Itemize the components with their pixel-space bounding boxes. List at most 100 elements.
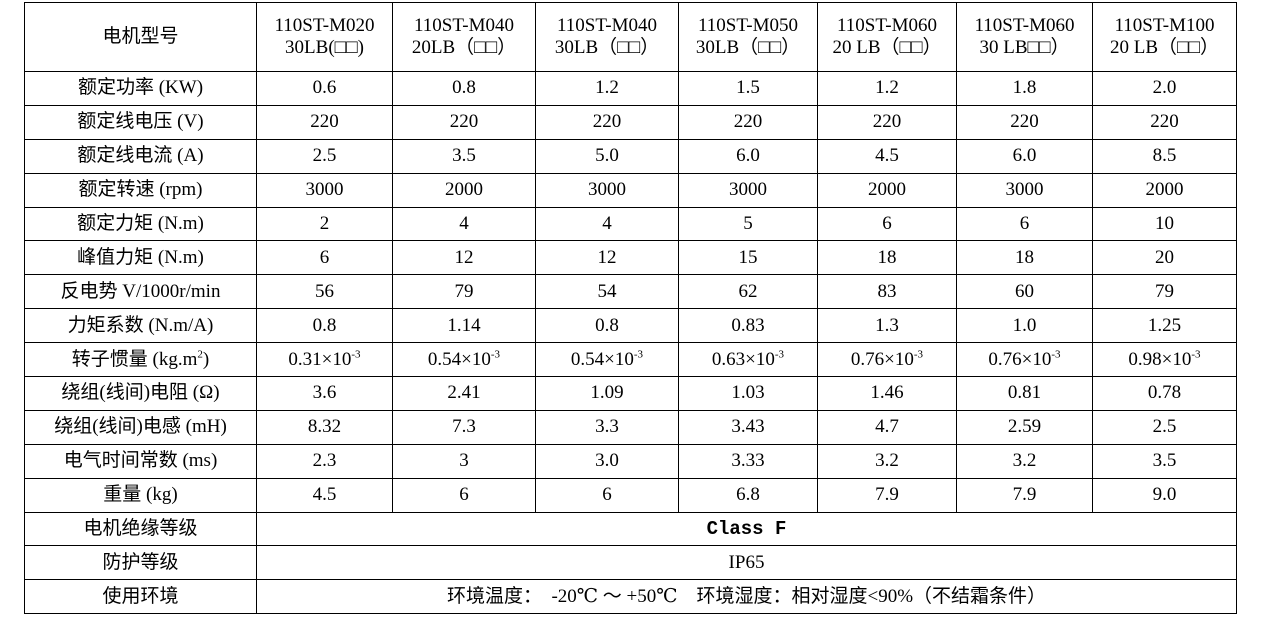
cell: 60: [956, 274, 1093, 310]
spec-row: 绕组(线间)电阻 (Ω) 3.6 2.41 1.09 1.03 1.46 0.81 0.78: [24, 376, 1237, 411]
merged-cell: 环境温度： -20℃ ～ +50℃ 环境湿度：相对湿度<90%（不结霜条件）: [256, 579, 1237, 615]
cell: 6.0: [956, 138, 1093, 174]
cell: 62: [678, 274, 818, 310]
cell: 5: [678, 206, 818, 242]
cell: 18: [956, 240, 1093, 276]
cell: 1.03: [678, 376, 818, 411]
row-label: 额定线电压 (V): [24, 104, 257, 140]
cell: 6: [392, 477, 536, 513]
cell-text: 0.31×10: [288, 348, 352, 370]
cell: 2.59: [956, 409, 1093, 445]
cell-text: 0.76×10: [988, 348, 1052, 370]
cell-text: ): [202, 348, 210, 370]
model-line: 30LB（□□）: [695, 37, 801, 58]
superscript: 2: [197, 348, 203, 361]
cell: 20: [1092, 240, 1237, 276]
cell: 12: [535, 240, 679, 276]
cell: 8.5: [1092, 138, 1237, 174]
row-label: 绕组(线间)电阻 (Ω): [24, 376, 257, 411]
cell: 3.43: [678, 409, 818, 445]
spec-row: 额定转速 (rpm) 3000 2000 3000 3000 2000 3000 2000: [24, 172, 1237, 208]
cell: 0.83: [678, 308, 818, 344]
cell: 3.0: [535, 443, 679, 479]
cell: 12: [392, 240, 536, 276]
merged-cell: Class F: [256, 511, 1237, 547]
model-line: 110ST-M100: [1114, 15, 1215, 36]
cell: 9.0: [1092, 477, 1237, 513]
spec-row: 重量 (kg) 4.5 6 6 6.8 7.9 7.9 9.0: [24, 477, 1237, 513]
cell: 1.5: [678, 71, 818, 106]
cell: 5.0: [535, 138, 679, 174]
model-header: 110ST-M050 30LB（□□）: [678, 2, 818, 72]
model-line: 110ST-M060: [974, 15, 1075, 36]
cell-text: 0.63×10: [711, 348, 775, 370]
cell-text: 0.54×10: [427, 348, 491, 370]
cell: 0.6: [256, 71, 393, 106]
cell: 2.5: [256, 138, 393, 174]
cell-text: 0.98×10: [1128, 348, 1192, 370]
cell-text: 转子惯量 (kg.m: [71, 348, 198, 370]
cell: 0.76×10-3: [956, 342, 1093, 378]
cell: 2000: [817, 172, 957, 208]
cell: 2000: [392, 172, 536, 208]
cell: 3.3: [535, 409, 679, 445]
cell: 220: [1092, 104, 1237, 140]
cell: 2.41: [392, 376, 536, 411]
cell: 1.2: [817, 71, 957, 106]
model-line: 110ST-M040: [414, 15, 514, 36]
row-label: 峰值力矩 (N.m): [24, 240, 257, 276]
cell: 6.0: [678, 138, 818, 174]
row-label: 电机绝缘等级: [24, 511, 257, 547]
cell: 56: [256, 274, 393, 310]
cell: 4: [535, 206, 679, 242]
spec-table: 电机型号 110ST-M020 30LB(□□) 110ST-M040 20LB（□□）…: [24, 2, 1237, 615]
model-header: 110ST-M040 20LB（□□）: [392, 2, 536, 72]
spec-row: 电气时间常数 (ms) 2.3 3 3.0 3.33 3.2 3.2 3.5: [24, 443, 1237, 479]
cell: 4: [392, 206, 536, 242]
row-label: 防护等级: [24, 545, 257, 581]
spec-row: 反电势 V/1000r/min 56 79 54 62 83 60 79: [24, 274, 1237, 310]
row-label: 电气时间常数 (ms): [24, 443, 257, 479]
row-label: 反电势 V/1000r/min: [24, 274, 257, 310]
cell: 4.7: [817, 409, 957, 445]
cell: 1.25: [1092, 308, 1237, 344]
superscript: -3: [1191, 348, 1201, 361]
cell: 6.8: [678, 477, 818, 513]
cell: 2.5: [1092, 409, 1237, 445]
spec-row: 额定线电压 (V) 220 220 220 220 220 220 220: [24, 104, 1237, 140]
cell: 3.5: [1092, 443, 1237, 479]
model-line: 30LB（□□）: [554, 37, 660, 58]
row-label: 转子惯量 (kg.m2): [24, 342, 257, 378]
cell: 79: [392, 274, 536, 310]
table-body: 电机型号 110ST-M020 30LB(□□) 110ST-M040 20LB（□□）…: [24, 2, 1237, 615]
model-line: 30 LB□□）: [979, 37, 1070, 58]
cell: 3000: [256, 172, 393, 208]
cell: 3.33: [678, 443, 818, 479]
cell: 7.3: [392, 409, 536, 445]
superscript: -3: [351, 348, 361, 361]
cell-text: 0.54×10: [570, 348, 634, 370]
cell: 0.54×10-3: [535, 342, 679, 378]
cell: 3000: [956, 172, 1093, 208]
cell: 1.14: [392, 308, 536, 344]
spec-row: 额定功率 (KW) 0.6 0.8 1.2 1.5 1.2 1.8 2.0: [24, 71, 1237, 106]
spec-row: 绕组(线间)电感 (mH) 8.32 7.3 3.3 3.43 4.7 2.59 2.5: [24, 409, 1237, 445]
row-label: 额定功率 (KW): [24, 71, 257, 106]
model-line: 110ST-M040: [557, 15, 657, 36]
cell: 0.8: [392, 71, 536, 106]
model-line: 110ST-M020: [274, 15, 375, 36]
spec-row: 峰值力矩 (N.m) 6 12 12 15 18 18 20: [24, 240, 1237, 276]
spec-row: 转子惯量 (kg.m2) 0.31×10-3 0.54×10-3 0.54×10-3 0…: [24, 342, 1237, 378]
cell: 220: [956, 104, 1093, 140]
model-line: 110ST-M050: [698, 15, 798, 36]
superscript: -3: [1051, 348, 1061, 361]
cell: 0.54×10-3: [392, 342, 536, 378]
superscript: -3: [774, 348, 785, 361]
cell: 83: [817, 274, 957, 310]
cell: 7.9: [956, 477, 1093, 513]
spec-row: 力矩系数 (N.m/A) 0.8 1.14 0.8 0.83 1.3 1.0 1.25: [24, 308, 1237, 344]
cell-text: 0.76×10: [850, 348, 914, 370]
superscript: -3: [490, 348, 501, 361]
superscript: -3: [913, 348, 924, 361]
